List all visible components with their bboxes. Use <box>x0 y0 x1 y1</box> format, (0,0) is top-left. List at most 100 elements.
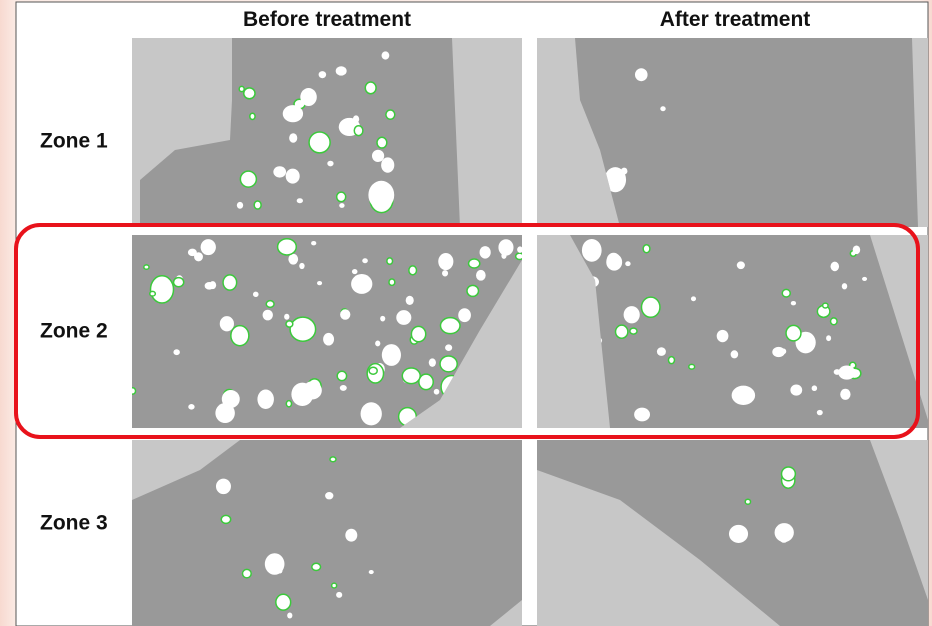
particle <box>691 296 696 301</box>
particle <box>467 285 479 296</box>
particle <box>772 347 785 357</box>
particle <box>660 106 665 111</box>
particle <box>351 274 372 294</box>
particle <box>387 258 393 264</box>
particle <box>215 403 234 423</box>
particle <box>745 499 750 504</box>
particle <box>369 367 377 374</box>
particle <box>853 246 861 255</box>
particle <box>250 113 255 119</box>
particle <box>354 126 363 136</box>
particle <box>862 277 867 281</box>
particle <box>372 150 384 162</box>
particle <box>150 291 156 296</box>
particle <box>386 110 395 119</box>
particle <box>319 71 327 78</box>
particle <box>817 410 823 415</box>
particle <box>362 258 368 263</box>
particle <box>419 374 433 389</box>
particle <box>353 115 359 123</box>
particle <box>286 401 291 407</box>
particle <box>498 239 513 255</box>
particle <box>501 253 506 259</box>
particle <box>830 262 839 272</box>
particle <box>297 198 303 203</box>
page: Before treatment After treatment Zone 1 … <box>0 0 932 626</box>
particle <box>630 328 637 334</box>
column-header: Before treatment <box>243 8 411 31</box>
particle <box>641 297 659 317</box>
particle <box>221 515 230 523</box>
particle <box>188 249 197 256</box>
particle <box>812 385 818 391</box>
particle <box>278 239 297 255</box>
particle <box>174 278 184 287</box>
particle <box>323 333 334 346</box>
particle <box>188 404 194 410</box>
particle <box>273 166 286 177</box>
particle <box>732 386 755 405</box>
particle <box>411 326 425 341</box>
particle <box>340 385 347 391</box>
row-label: Zone 3 <box>40 512 108 535</box>
particle <box>300 88 316 106</box>
particle <box>834 369 841 375</box>
particle <box>253 292 259 297</box>
particle <box>729 525 748 543</box>
particle <box>216 479 231 495</box>
particle <box>365 82 376 94</box>
particle <box>240 171 256 187</box>
particle <box>657 347 666 356</box>
particle <box>336 66 347 75</box>
particle <box>396 310 411 325</box>
particle <box>842 283 847 289</box>
particle <box>438 253 453 270</box>
particle <box>582 239 602 262</box>
particle <box>786 325 801 340</box>
particle <box>286 169 300 184</box>
particle <box>266 301 274 308</box>
particle <box>317 281 322 285</box>
particle <box>389 279 395 285</box>
particle <box>337 192 346 202</box>
particle <box>445 344 452 351</box>
particle <box>276 594 291 610</box>
particle <box>290 317 316 341</box>
particle <box>635 68 648 81</box>
particle <box>239 86 244 91</box>
particle <box>332 583 337 588</box>
particle <box>823 303 828 308</box>
particle <box>368 181 394 210</box>
particle <box>312 563 321 570</box>
particle <box>151 276 174 303</box>
particle <box>284 314 289 320</box>
particle <box>309 132 330 153</box>
particle <box>205 282 214 290</box>
particle <box>265 553 285 575</box>
particle <box>144 265 149 269</box>
particle <box>361 402 382 425</box>
particle <box>782 467 796 481</box>
particle <box>243 569 252 578</box>
particle <box>289 133 297 142</box>
particle <box>689 364 695 369</box>
particle <box>402 368 420 384</box>
particle <box>283 105 303 122</box>
particle <box>838 366 855 380</box>
particle <box>237 202 243 209</box>
particle <box>263 310 273 321</box>
particle <box>327 161 333 167</box>
particle <box>231 326 249 346</box>
particle <box>303 381 322 399</box>
particle <box>434 389 440 395</box>
particle <box>339 203 344 208</box>
particle <box>607 253 621 268</box>
particle <box>340 309 350 320</box>
particle <box>440 356 457 372</box>
particle <box>440 318 460 334</box>
particle <box>325 492 333 499</box>
particle <box>624 306 640 323</box>
column-header: After treatment <box>660 8 811 31</box>
particle <box>375 340 380 346</box>
particle <box>826 335 831 341</box>
